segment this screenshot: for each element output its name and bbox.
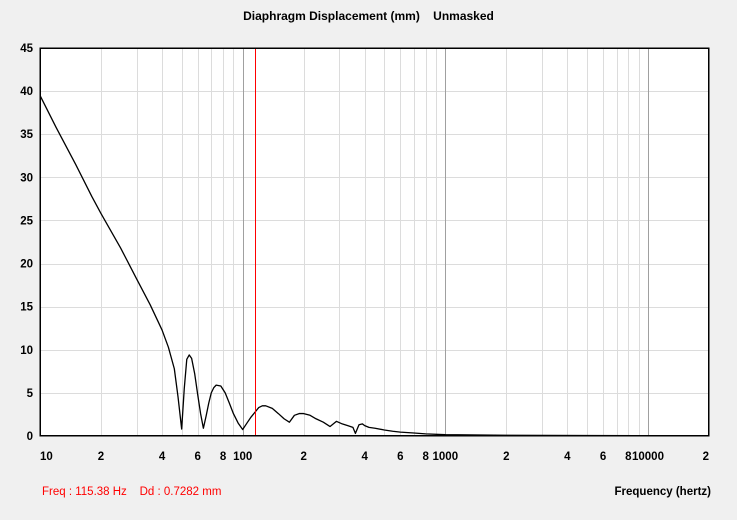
y-tick-label: 5 (27, 388, 34, 400)
x-tick-label: 8 (422, 451, 429, 463)
grid-minor (40, 48, 709, 436)
x-tick-labels: 10 2 4 6 8 100 2 4 6 8 1000 2 4 6 8 10000 2 (40, 451, 709, 463)
x-tick-label: 4 (564, 451, 571, 463)
y-tick-label: 10 (20, 345, 33, 357)
x-tick-label: 6 (195, 451, 201, 463)
x-tick-label: 2 (503, 451, 509, 463)
x-tick-label: 2 (300, 451, 306, 463)
y-tick-label: 35 (20, 129, 33, 141)
x-tick-label: 6 (600, 451, 606, 463)
plot-area (39, 47, 710, 437)
y-tick-label: 0 (27, 431, 33, 443)
y-tick-label: 40 (20, 86, 33, 98)
x-tick-label: 2 (98, 451, 104, 463)
y-tick-label: 20 (20, 259, 33, 271)
y-tick-label: 25 (20, 215, 33, 227)
x-tick-label: 4 (159, 451, 166, 463)
cursor-readout: Freq : 115.38 Hz Dd : 0.7282 mm (42, 486, 222, 498)
x-tick-label: 2 (703, 451, 709, 463)
axis-frame (40, 48, 709, 436)
x-tick-label: 10 (40, 451, 53, 463)
x-tick-label: 10000 (632, 451, 664, 463)
y-tick-label: 30 (20, 172, 33, 184)
x-tick-label: 8 (220, 451, 227, 463)
grid-major (243, 48, 649, 436)
x-tick-label: 6 (397, 451, 403, 463)
x-tick-label: 100 (233, 451, 252, 463)
x-tick-label: 1000 (433, 451, 459, 463)
y-tick-label: 45 (20, 43, 33, 55)
y-tick-label: 15 (20, 302, 33, 314)
chart-title: Diaphragm Displacement (mm) Unmasked (243, 9, 494, 23)
x-tick-label: 4 (361, 451, 368, 463)
x-axis-label: Frequency (hertz) (614, 486, 712, 498)
x-tick-label: 8 (625, 451, 632, 463)
y-tick-labels: 0 5 10 15 20 25 30 35 40 45 (20, 43, 33, 443)
plot-frame (40, 48, 709, 436)
